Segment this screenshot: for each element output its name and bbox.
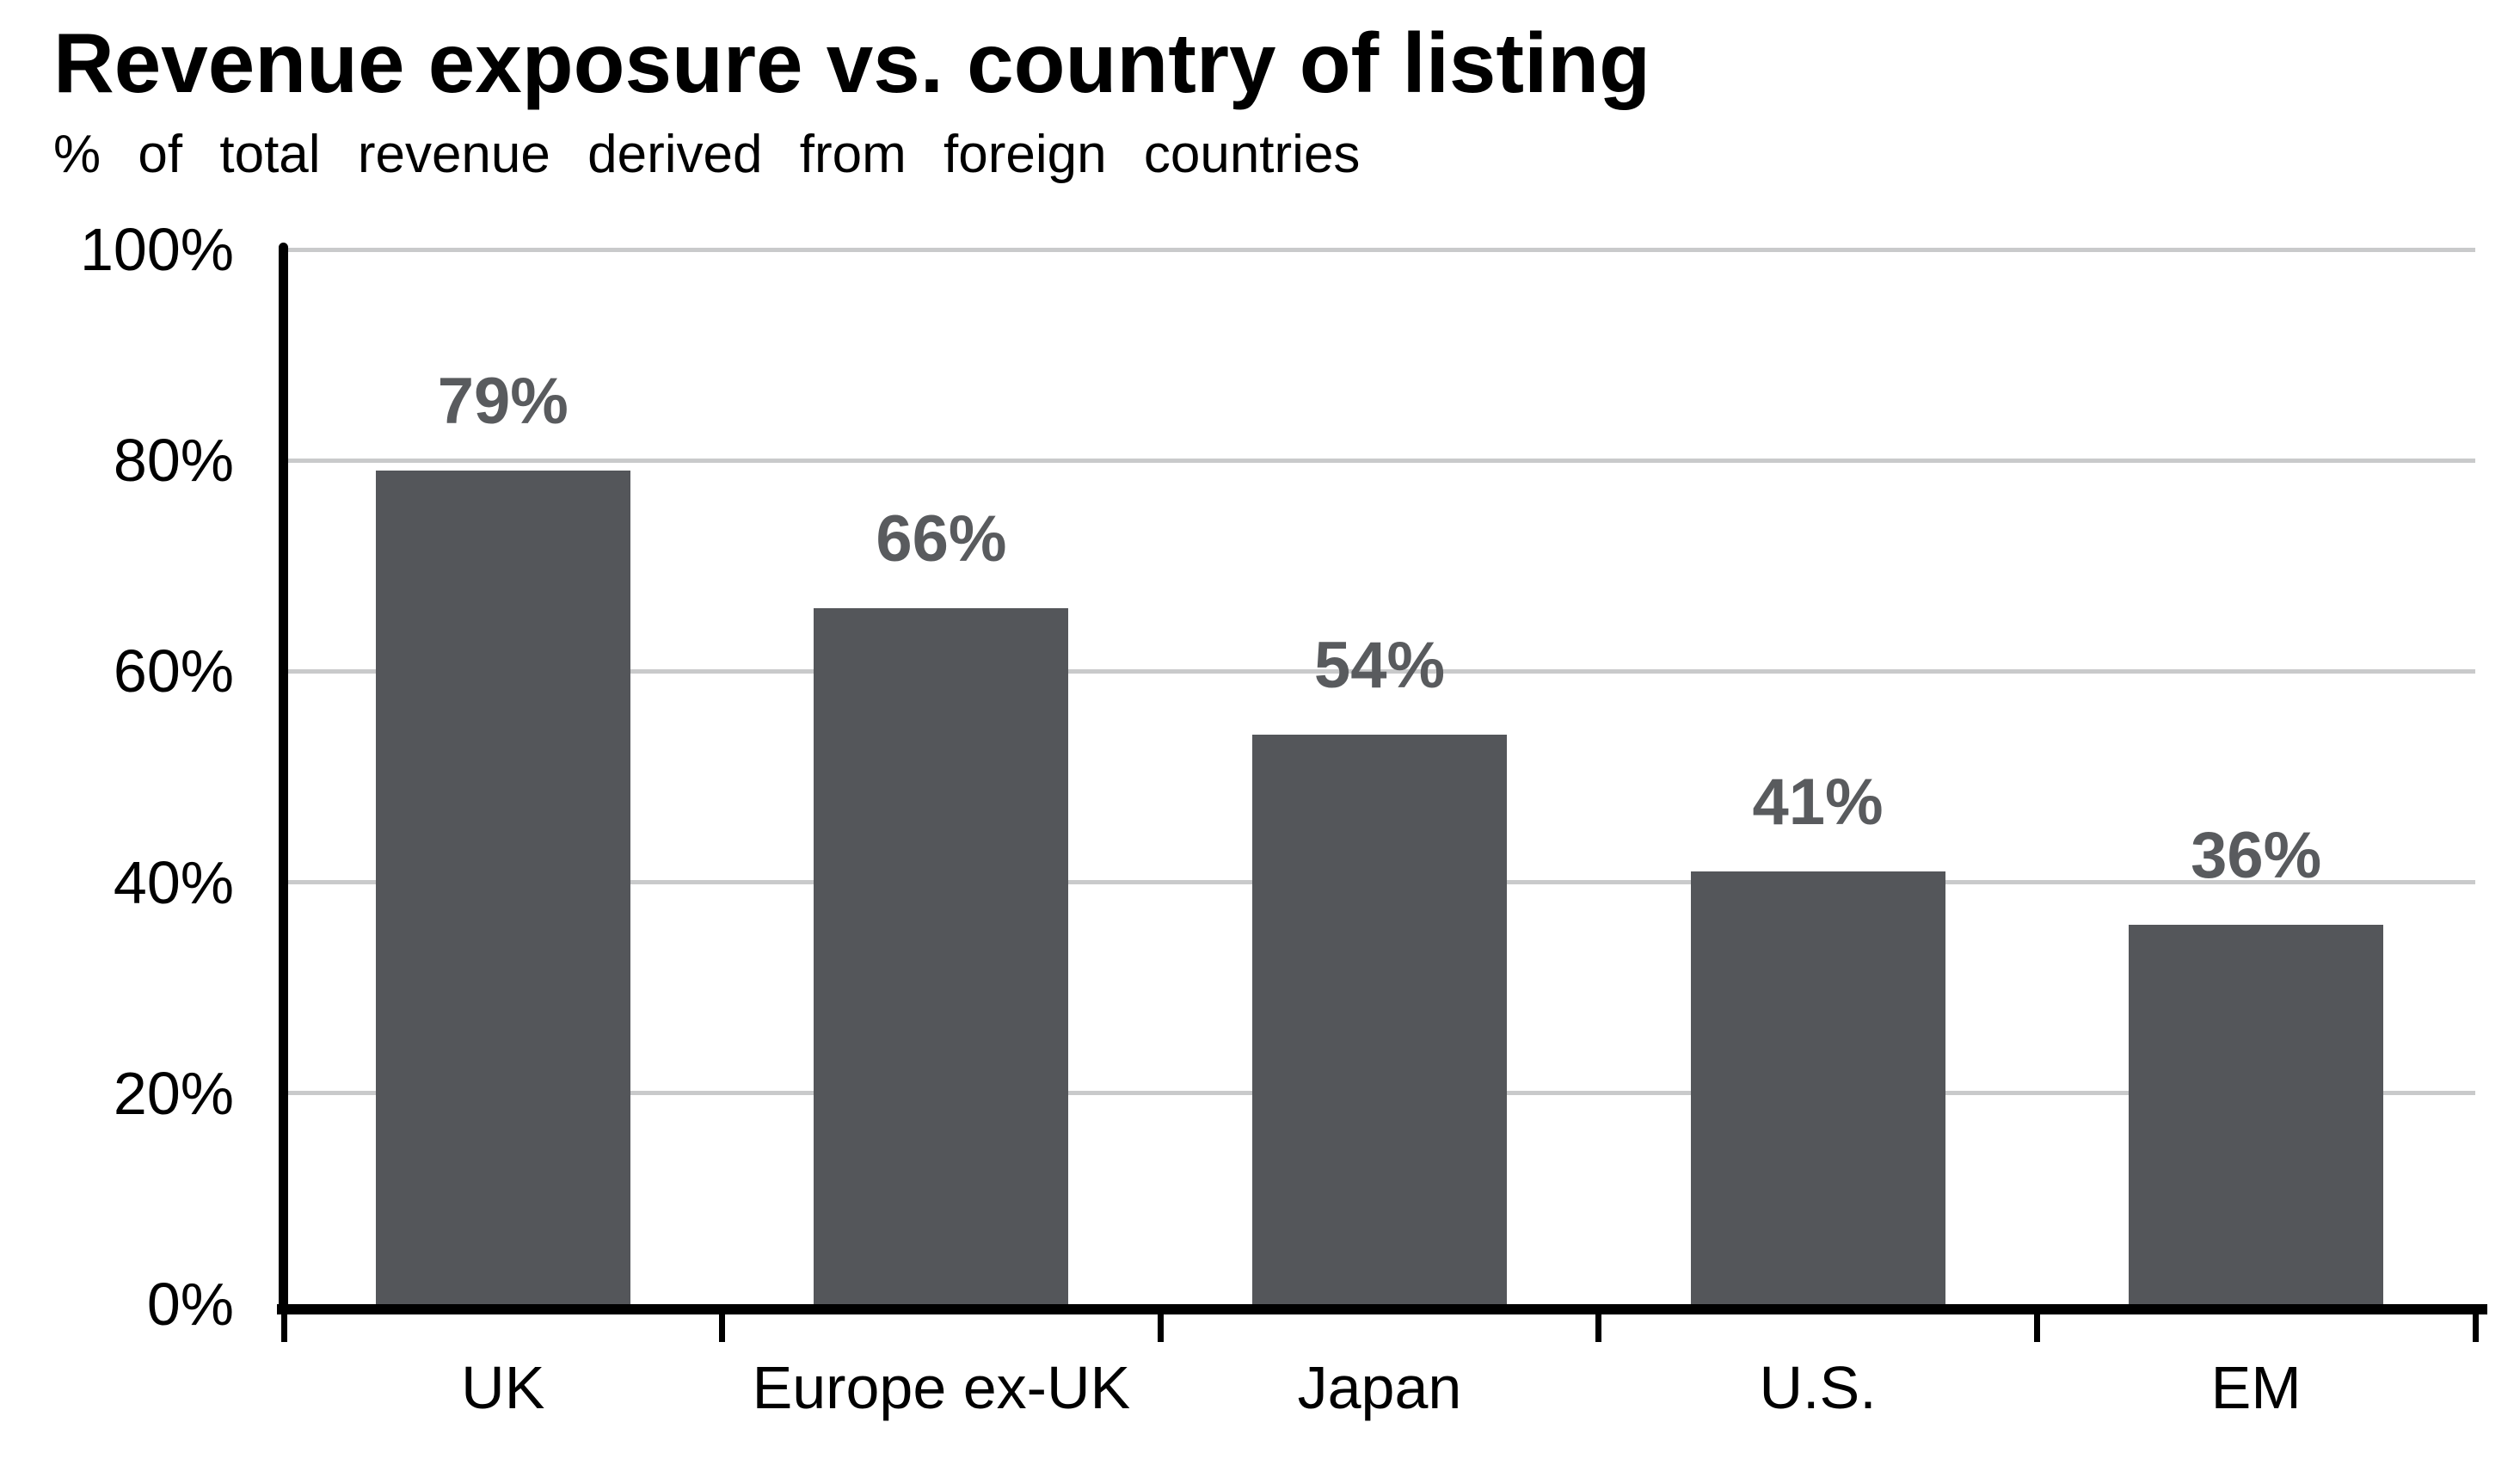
gridline xyxy=(284,458,2475,463)
bar-value-label: 54% xyxy=(1313,628,1446,702)
y-tick-label: 60% xyxy=(113,637,234,705)
x-category-label: UK xyxy=(461,1354,545,1421)
bar xyxy=(814,607,1069,1304)
y-tick-label: 80% xyxy=(113,427,234,495)
chart-subtitle: % of total revenue derived from foreign … xyxy=(53,125,1361,184)
bar-slot: 66% xyxy=(722,249,1161,1304)
x-axis-line xyxy=(277,1304,2487,1314)
x-category-label: EM xyxy=(2210,1354,2302,1421)
chart-title: Revenue exposure vs. country of listing xyxy=(53,15,1651,110)
x-axis-tick xyxy=(280,1314,287,1342)
x-axis-tick xyxy=(2033,1314,2040,1342)
bar-value-label: 41% xyxy=(1752,766,1884,840)
y-tick-label: 40% xyxy=(113,848,234,916)
bar xyxy=(1690,871,1945,1304)
y-tick-label: 20% xyxy=(113,1059,234,1127)
bar xyxy=(375,471,630,1304)
bar-value-label: 36% xyxy=(2191,818,2322,892)
bar-value-label: 79% xyxy=(437,365,569,439)
gridline xyxy=(284,668,2475,674)
x-axis-tick xyxy=(2472,1314,2479,1342)
y-tick-label: 100% xyxy=(79,216,234,283)
bar xyxy=(1251,734,1507,1304)
bar-slot: 54% xyxy=(1160,249,1599,1304)
bar-slot: 41% xyxy=(1599,249,2038,1304)
gridline xyxy=(284,247,2475,252)
x-axis-tick xyxy=(1595,1314,1602,1342)
bar-slot: 36% xyxy=(2037,249,2475,1304)
bar-slot: 79% xyxy=(284,249,722,1304)
x-category-label: Japan xyxy=(1297,1354,1462,1421)
y-tick-label: 0% xyxy=(146,1271,234,1338)
plot-area: 79% 66% 54% 41% 36% xyxy=(277,243,2487,1342)
x-category-label: U.S. xyxy=(1759,1354,1877,1421)
bar-value-label: 66% xyxy=(876,502,1007,576)
x-axis-labels: UK Europe ex-UK Japan U.S. EM xyxy=(284,1357,2475,1418)
bar xyxy=(2129,924,2384,1304)
x-category-label: Europe ex-UK xyxy=(752,1354,1131,1421)
x-axis-tick xyxy=(719,1314,726,1342)
bar-series: 79% 66% 54% 41% 36% xyxy=(284,249,2475,1304)
y-axis-line xyxy=(279,243,288,1304)
x-axis-tick xyxy=(1157,1314,1164,1342)
